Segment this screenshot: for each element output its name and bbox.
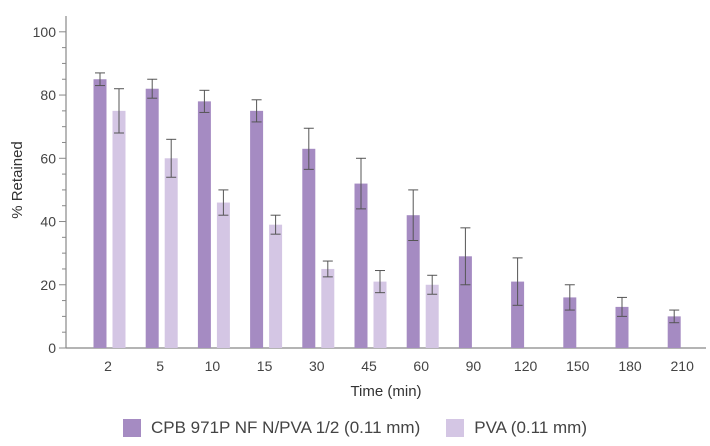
x-axis: 2 5 10 15 30 45 60 90 120 150 180 210 [66, 347, 706, 374]
x-tick-label: 10 [205, 358, 221, 374]
error-bar [427, 274, 438, 295]
error-bar [512, 257, 523, 306]
x-tick-label: 180 [618, 358, 642, 374]
bar-series-2 [164, 158, 178, 348]
bar-series-2 [425, 284, 439, 348]
x-tick-label: 2 [104, 358, 112, 374]
legend-swatch-series-1 [122, 419, 141, 437]
error-bar [322, 260, 333, 278]
y-axis-title: % Retained [9, 141, 26, 219]
bar-series-1 [406, 215, 420, 348]
bar-series-1 [667, 316, 681, 348]
error-bar [617, 296, 627, 317]
error-bar [408, 189, 419, 241]
y-tick-label: 40 [40, 214, 56, 230]
bar-series-1 [197, 101, 211, 348]
error-bars [95, 72, 680, 324]
y-tick-label: 0 [48, 340, 56, 356]
legend-label-series-1: CPB 971P NF N/PVA 1/2 (0.11 mm) [150, 418, 421, 437]
error-bar [356, 157, 366, 210]
bar-series-1 [458, 256, 472, 348]
error-bar [460, 227, 471, 286]
error-bar [218, 189, 229, 216]
error-bar [199, 89, 210, 113]
error-bar [303, 127, 314, 170]
legend-item-series-1: CPB 971P NF N/PVA 1/2 (0.11 mm) [122, 418, 421, 438]
error-bar [147, 78, 158, 99]
x-tick-label: 150 [566, 358, 590, 374]
y-tick-label: 20 [40, 277, 56, 293]
bar-series-1 [354, 183, 368, 348]
error-bar [564, 284, 575, 311]
x-tick-label: 120 [514, 358, 538, 374]
bar-series-1 [511, 281, 525, 348]
x-tick-label: 5 [156, 358, 164, 374]
error-bar [251, 99, 262, 123]
bar-series-2 [269, 224, 283, 348]
bar-series-1 [93, 79, 107, 348]
x-tick-label: 210 [671, 358, 695, 374]
error-bar [114, 88, 124, 134]
error-bar [166, 138, 177, 178]
bar-series-1 [250, 110, 264, 348]
bar-series-1 [302, 148, 316, 348]
x-tick-label: 15 [257, 358, 273, 374]
legend: CPB 971P NF N/PVA 1/2 (0.11 mm) PVA (0.1… [0, 418, 710, 438]
x-tick-label: 30 [309, 358, 325, 374]
x-axis-title: Time (min) [350, 383, 421, 400]
bars [93, 79, 681, 348]
legend-swatch-series-2 [446, 419, 465, 437]
y-tick-label: 80 [40, 87, 56, 103]
legend-item-series-2: PVA (0.11 mm) [446, 418, 587, 438]
y-tick-label: 100 [33, 24, 57, 40]
bar-series-1 [145, 88, 159, 348]
error-bar [375, 270, 385, 294]
x-tick-label: 60 [413, 358, 429, 374]
y-axis: 0 20 40 60 80 100 [33, 16, 67, 356]
error-bar [270, 214, 281, 235]
error-bar [95, 72, 105, 87]
x-tick-label: 45 [361, 358, 377, 374]
bar-series-2 [112, 110, 126, 348]
bar-series-2 [321, 268, 335, 348]
legend-label-series-2: PVA (0.11 mm) [474, 418, 587, 437]
error-bar [669, 309, 680, 324]
bar-series-2 [216, 202, 230, 348]
bar-series-2 [373, 281, 387, 348]
x-tick-label: 90 [466, 358, 482, 374]
y-tick-label: 60 [40, 150, 56, 166]
bar-series-1 [615, 306, 629, 348]
